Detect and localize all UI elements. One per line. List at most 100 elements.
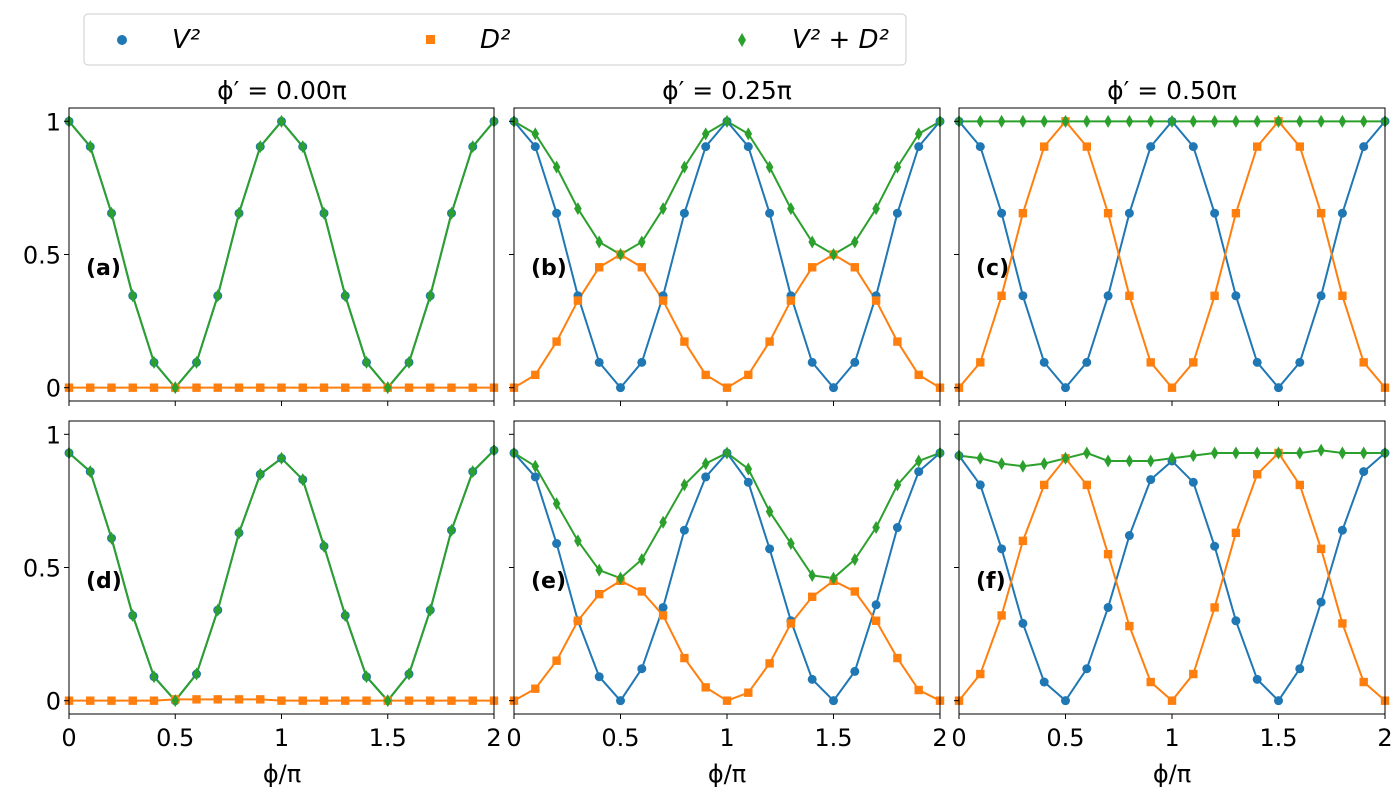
data-point-v2 xyxy=(658,602,668,612)
legend: V² D² V² + D² xyxy=(83,13,907,66)
data-point-sum xyxy=(341,608,350,622)
data-point-sum xyxy=(213,603,222,617)
data-point-d2 xyxy=(680,337,689,346)
data-point-v2 xyxy=(1337,208,1347,218)
data-point-sum xyxy=(171,694,180,708)
panel-label-e: (e) xyxy=(531,569,566,594)
data-point-sum xyxy=(914,454,923,468)
data-point-sum xyxy=(893,160,902,174)
data-point-d2 xyxy=(976,358,985,367)
data-point-sum xyxy=(595,563,603,577)
data-point-d2 xyxy=(552,337,561,346)
data-point-v2 xyxy=(892,523,902,533)
data-point-d2 xyxy=(701,683,710,692)
data-point-v2 xyxy=(829,696,838,706)
data-point-d2 xyxy=(149,383,159,392)
panel-label-a: (a) xyxy=(86,256,121,281)
data-point-sum xyxy=(616,571,625,585)
data-point-d2 xyxy=(744,688,753,697)
x-tick-label: 2 xyxy=(486,724,501,752)
legend-label-d2: D² xyxy=(480,25,510,55)
data-point-d2 xyxy=(552,656,561,665)
data-point-d2 xyxy=(637,587,646,596)
data-point-d2 xyxy=(341,383,350,392)
data-point-d2 xyxy=(234,695,244,704)
data-point-sum xyxy=(574,534,582,548)
series-line-v2 xyxy=(514,451,940,703)
panel-label-f: (f) xyxy=(976,569,1006,594)
data-point-sum xyxy=(447,523,456,537)
data-point-sum xyxy=(744,462,753,476)
data-point-sum xyxy=(723,446,731,460)
data-point-sum xyxy=(1232,446,1240,460)
data-point-v2 xyxy=(765,544,775,554)
data-point-d2 xyxy=(871,616,881,625)
data-point-sum xyxy=(616,248,625,261)
data-point-sum xyxy=(235,526,243,540)
data-point-sum xyxy=(320,206,328,220)
data-point-d2 xyxy=(701,370,710,380)
data-point-sum xyxy=(468,140,477,154)
data-point-d2 xyxy=(893,653,902,663)
plot-frame xyxy=(513,107,941,402)
plot-frame xyxy=(68,420,495,715)
data-point-sum xyxy=(829,248,838,261)
data-point-sum xyxy=(531,127,540,141)
data-point-v2 xyxy=(1359,467,1369,477)
data-point-sum xyxy=(1146,454,1155,468)
data-point-d2 xyxy=(107,696,116,705)
data-point-d2 xyxy=(658,296,668,305)
data-point-d2 xyxy=(447,383,456,392)
data-point-v2 xyxy=(743,142,753,152)
data-point-d2 xyxy=(1040,142,1049,151)
column-title-1: ϕ′ = 0.00π xyxy=(217,76,347,105)
y-tick-label: 0.5 xyxy=(23,242,61,270)
legend-label-v2: V² xyxy=(172,25,200,55)
x-tick-label: 1.5 xyxy=(1259,724,1297,752)
data-point-sum xyxy=(851,553,859,567)
data-point-d2 xyxy=(86,383,95,392)
data-point-v2 xyxy=(1124,208,1134,218)
data-point-v2 xyxy=(1295,664,1305,674)
x-tick-label: 2 xyxy=(1377,724,1392,752)
data-point-sum xyxy=(235,206,243,220)
x-axis-label-d: ϕ/π xyxy=(263,760,301,788)
data-point-v2 xyxy=(807,674,817,684)
data-point-sum xyxy=(997,457,1006,471)
legend-item-d2: D² xyxy=(426,25,510,55)
data-point-d2 xyxy=(658,611,668,620)
data-point-sum xyxy=(1040,457,1048,471)
data-point-d2 xyxy=(808,592,817,601)
data-point-sum xyxy=(213,289,222,303)
x-tick-label: 2 xyxy=(932,724,947,752)
data-point-sum xyxy=(659,202,667,216)
data-point-sum xyxy=(1083,446,1091,460)
data-point-d2 xyxy=(1146,677,1155,687)
data-point-sum xyxy=(1104,454,1112,468)
data-point-d2 xyxy=(447,696,456,705)
data-point-sum xyxy=(765,160,774,174)
data-point-d2 xyxy=(192,695,201,704)
data-point-sum xyxy=(277,114,286,128)
data-point-sum xyxy=(171,381,180,395)
x-tick-label: 0.5 xyxy=(601,724,639,752)
data-point-d2 xyxy=(1231,528,1241,538)
data-point-d2 xyxy=(298,383,307,392)
data-point-d2 xyxy=(298,696,307,705)
data-point-d2 xyxy=(277,696,286,705)
data-point-v2 xyxy=(1274,696,1283,706)
data-point-d2 xyxy=(468,696,477,705)
data-point-d2 xyxy=(468,383,477,392)
x-tick-label: 1.5 xyxy=(814,724,852,752)
data-point-d2 xyxy=(404,696,414,705)
data-point-sum xyxy=(150,670,158,684)
data-point-sum xyxy=(638,235,646,249)
data-point-v2 xyxy=(616,696,625,706)
data-point-d2 xyxy=(277,383,286,392)
plot-frame xyxy=(513,420,941,715)
data-point-sum xyxy=(128,608,137,622)
data-point-sum xyxy=(914,127,923,141)
data-point-v2 xyxy=(1231,616,1241,626)
series-line-d2 xyxy=(959,119,1385,390)
plot-frame xyxy=(68,107,495,402)
